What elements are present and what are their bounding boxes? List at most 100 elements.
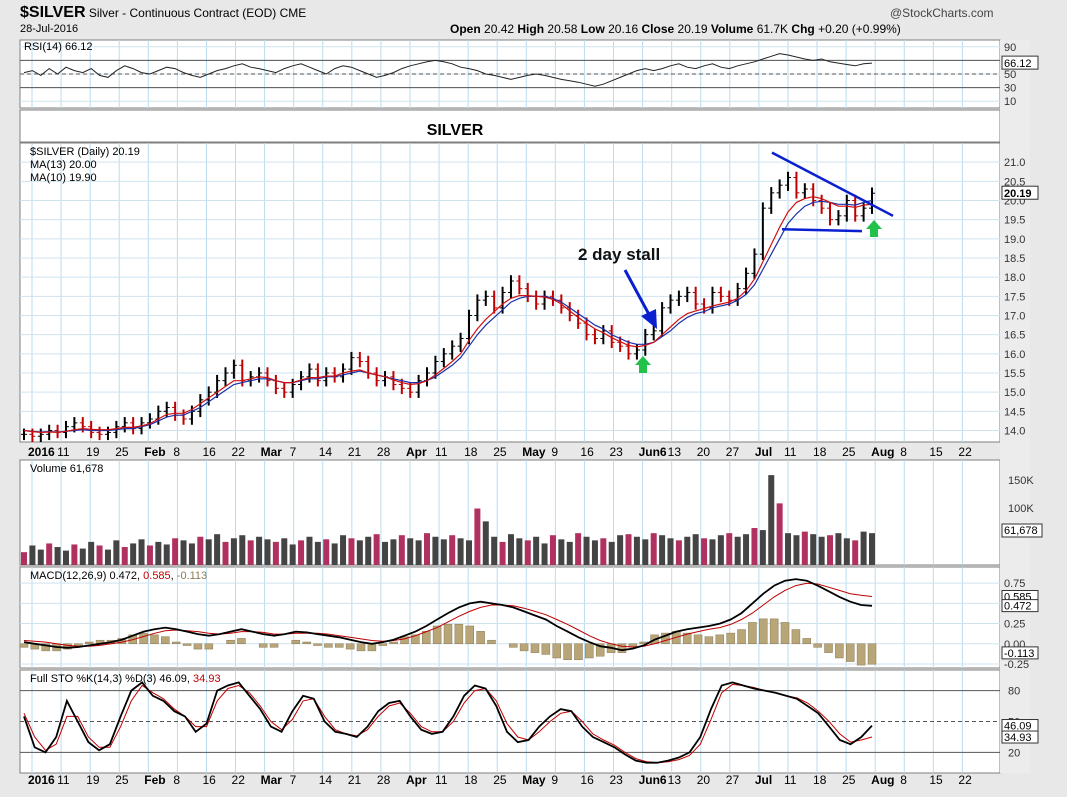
symbol-label: $SILVER <box>20 4 86 21</box>
volume-bar <box>88 541 95 565</box>
volume-last-value-box <box>1001 523 1043 538</box>
volume-bar <box>256 536 263 565</box>
volume-bar <box>356 540 363 565</box>
volume-bar <box>390 539 397 565</box>
price-y-tick: 21.0 <box>1004 157 1025 169</box>
volume-bar <box>440 539 447 565</box>
triangle-upper-trendline <box>771 151 894 217</box>
volume-bar <box>197 536 204 565</box>
volume-bar <box>709 539 716 565</box>
x-tick-label: 18 <box>464 445 478 459</box>
x-tick-label: May <box>522 445 546 459</box>
volume-bar <box>625 534 632 565</box>
macd-histogram-bar <box>226 639 235 645</box>
macd-histogram-bar <box>204 643 214 650</box>
x-tick-label: 25 <box>842 773 856 787</box>
volume-bar <box>549 535 556 565</box>
x-tick-label: 23 <box>610 445 624 459</box>
volume-bar <box>432 536 439 565</box>
macd-histogram-bar <box>193 643 203 650</box>
macd-histogram-bar <box>563 643 572 661</box>
x-tick-label: 25 <box>493 773 507 787</box>
x-tick-label: Jun6 <box>639 773 667 787</box>
instrument-name: Silver - Continuous Contract (EOD) <box>88 6 277 20</box>
sto-d-line <box>23 683 873 764</box>
macd-histogram-bar <box>617 643 627 653</box>
volume-bar <box>373 534 380 565</box>
volume-bar <box>239 535 246 565</box>
x-tick-label: 2016 <box>28 773 55 787</box>
stall-annotation: 2 day stall <box>578 245 660 264</box>
open-label: Open <box>450 22 481 36</box>
x-tick-label: 28 <box>377 773 391 787</box>
volume-bar <box>491 536 498 565</box>
sto-legend-part: 34.93 <box>193 673 221 685</box>
volume-bar <box>230 538 237 565</box>
ma10-legend: MA(10) 19.90 <box>30 172 97 184</box>
price-y-tick: 16.5 <box>1004 330 1025 342</box>
volume-bar <box>751 528 758 565</box>
stall-arrow-shaft <box>623 269 654 321</box>
x-tick-label: 22 <box>958 445 972 459</box>
x-tick-label: 28 <box>377 445 391 459</box>
x-tick-label: 13 <box>668 773 682 787</box>
ma13-legend: MA(13) 20.00 <box>30 159 97 171</box>
macd-last-value-box <box>1001 646 1039 660</box>
volume-bar <box>180 540 187 565</box>
volume-bar <box>407 538 414 565</box>
price-y-tick: 16.0 <box>1004 349 1025 361</box>
x-tick-label: 21 <box>348 445 362 459</box>
stall-arrow-head <box>641 309 657 329</box>
volume-last-value: 61,678 <box>1004 525 1038 537</box>
macd-histogram-bar <box>737 629 746 645</box>
macd-histogram-bar <box>443 623 453 645</box>
close-label: Close <box>641 22 675 36</box>
macd-legend-part: -0.113 <box>177 570 207 582</box>
x-tick-label: 22 <box>958 773 972 787</box>
volume-bar <box>717 535 724 565</box>
volume-y-tick: 150K <box>1008 475 1034 487</box>
volume-bar <box>121 547 128 565</box>
x-tick-label: 14 <box>319 445 333 459</box>
macd-histogram-bar <box>411 634 420 645</box>
macd-histogram-bar <box>508 643 518 648</box>
price-y-tick: 18.5 <box>1004 253 1025 265</box>
volume-bar <box>415 540 422 565</box>
macd-line <box>23 578 873 652</box>
volume-label: Volume <box>710 22 754 36</box>
macd-histogram-bar <box>824 643 833 653</box>
x-tick-label: 8 <box>173 445 180 459</box>
sto-legend-part: 46.09 <box>159 673 187 685</box>
volume-bar <box>222 541 229 565</box>
volume-bar <box>365 536 372 565</box>
macd-y-tick: -0.25 <box>1004 659 1029 671</box>
macd-histogram-bar <box>574 643 583 661</box>
macd-histogram-bar <box>302 641 311 645</box>
price-y-tick: 15.5 <box>1004 368 1025 380</box>
price-y-tick: 15.0 <box>1004 387 1025 399</box>
macd-histogram-bar <box>19 643 29 648</box>
macd-histogram-bar <box>759 618 768 645</box>
volume-bar <box>348 538 355 565</box>
exchange-label: CME <box>279 6 307 20</box>
macd-histogram-bar <box>802 638 812 645</box>
x-tick-label: 11 <box>784 445 797 459</box>
volume-bar <box>272 541 279 565</box>
x-tick-label: Jul <box>755 445 772 459</box>
x-tick-label: 11 <box>435 445 448 459</box>
macd-histogram-bar <box>258 643 268 648</box>
low-label: Low <box>580 22 605 36</box>
volume-bar <box>810 534 817 565</box>
volume-bar <box>869 533 875 565</box>
volume-bar <box>785 533 792 565</box>
volume-bar <box>843 538 850 565</box>
volume-bar <box>382 541 389 565</box>
rsi-last-value: 66.12 <box>1004 58 1032 70</box>
price-legend: $SILVER (Daily) 20.19 <box>30 146 140 158</box>
rsi-y-tick: 30 <box>1004 83 1016 95</box>
x-tick-label: Jun6 <box>639 445 667 459</box>
macd-histogram-bar <box>661 632 670 645</box>
buy-arrow-june-body <box>639 365 647 373</box>
